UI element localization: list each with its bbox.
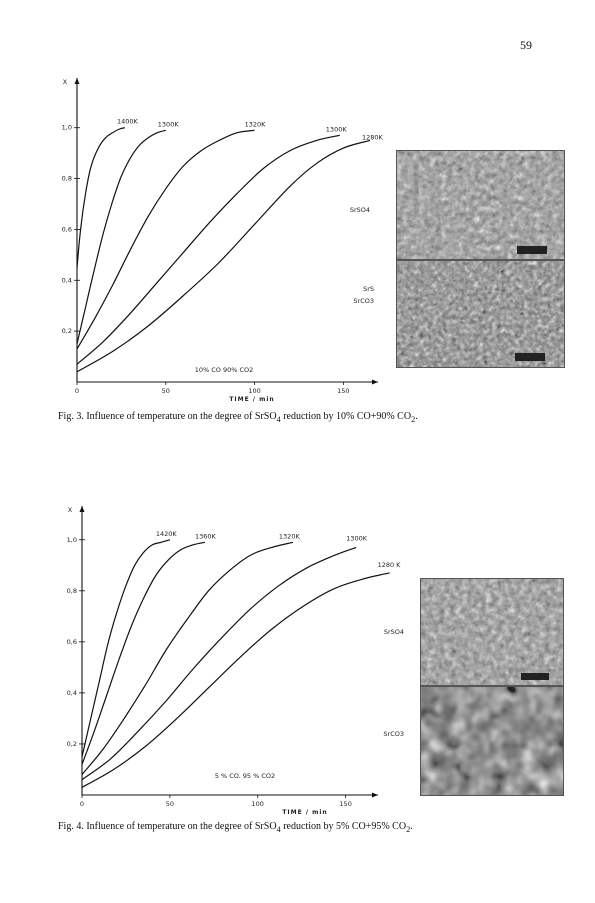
series-label: 1320K [279,532,301,540]
series-label: 1300K [326,125,348,133]
series-label: 1420K [156,530,178,538]
x-tick-label: 100 [248,387,260,395]
series-line [76,127,126,268]
photo-label-srso4: SrSO4 [349,206,370,214]
sem-texture [421,687,563,795]
gas-composition-label: 10% CO 90% CO2 [195,366,254,374]
y-axis-arrow [74,78,80,84]
y-tick-label: 0,2 [62,327,72,335]
series-line [81,541,206,765]
y-tick-label: 0,8 [67,587,77,595]
series-line [81,541,294,775]
y-axis-arrow [79,506,85,512]
series-line [81,546,357,781]
gas-composition-label: 5 % CO. 95 % CO2 [215,772,275,780]
y-tick-label: 0,6 [62,225,72,233]
y-tick-label: 0,6 [67,638,77,646]
photo-label-srco3: SrCO3 [353,297,374,305]
series-line [81,572,390,788]
x-tick-label: 50 [166,800,174,808]
x-tick-label: 100 [252,800,264,808]
x-tick-label: 0 [75,387,79,395]
series-line [76,139,371,373]
series-line [76,129,166,345]
series-label: 1400K [117,118,139,126]
series-line [76,134,340,365]
y-tick-label: 1,0 [62,124,72,132]
page-number: 59 [520,38,532,52]
x-tick-label: 0 [80,800,84,808]
photo-label-srco3: SrCO3 [383,730,404,738]
y-tick-label: 0,2 [67,740,77,748]
figure-4-micrograph-bottom [420,686,564,796]
series-label: 1320K [245,120,267,128]
y-tick-label: 0,4 [67,689,77,697]
x-tick-label: 50 [162,387,170,395]
figure-3-chart: X 0,2 0,4 0,6 0,8 1,0 0 50 100 150 TIME / min 1400K… [62,78,384,403]
series-label: 1300K [346,534,368,542]
figure-3-micrograph-top [396,150,565,260]
x-tick-label: 150 [337,387,349,395]
y-axis-label: X [63,78,68,86]
x-axis-arrow [372,379,378,385]
figure-4-caption: Fig. 4. Influence of temperature on the … [58,821,413,834]
y-tick-label: 1,0 [67,536,77,544]
sem-texture [397,261,564,367]
series-line [76,129,255,350]
x-tick-label: 150 [339,800,351,808]
sem-texture [397,151,564,259]
x-axis-arrow [372,792,378,798]
photo-label-srs: SrS [363,285,374,293]
figure-4-chart: X 0,2 0,4 0,6 0,8 1,0 0 50 100 150 TIME / min 1420K… [67,506,402,816]
figure-3-caption: Fig. 3. Influence of temperature on the … [58,411,418,424]
photo-label-srso4: SrSO4 [383,628,404,636]
figure-4-micrograph-top [420,578,564,686]
y-tick-label: 0,8 [62,175,72,183]
sem-texture [421,579,563,685]
x-axis-label: TIME / min [282,809,327,816]
x-axis-label: TIME / min [229,396,274,403]
series-label: 1360K [195,532,217,540]
series-line [81,539,171,757]
series-label: 1280K [362,133,384,141]
y-tick-label: 0,4 [62,276,72,284]
series-label: 1300K [158,120,180,128]
series-label: 1280 K [378,561,402,569]
y-axis-label: X [68,506,73,514]
figure-3-micrograph-bottom [396,260,565,368]
